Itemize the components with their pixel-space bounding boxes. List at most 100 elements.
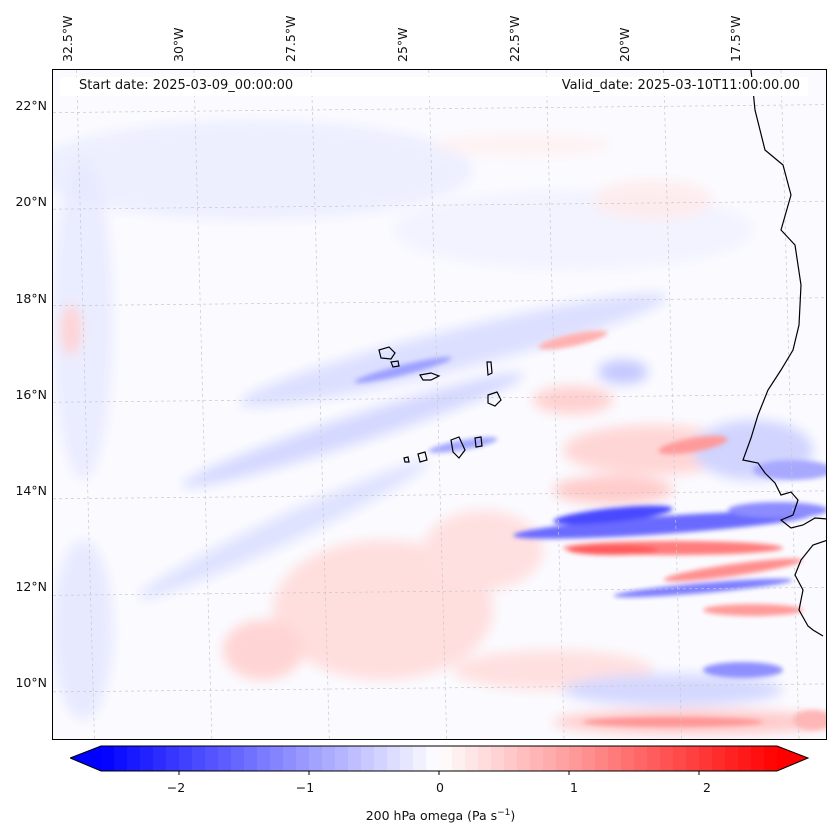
colorbar-cell <box>335 746 349 771</box>
colorbar-cell <box>374 746 388 771</box>
island-santiago <box>450 436 466 459</box>
colorbar-extend-max <box>777 746 808 771</box>
colorbar-cell <box>205 746 219 771</box>
lon-label-25w: 25°W <box>395 27 410 62</box>
colorbar-cell <box>361 746 375 771</box>
lat-label-18n: 18°N <box>15 291 47 306</box>
island-sal <box>486 361 493 376</box>
lon-label-32-5w: 32.5°W <box>60 15 75 62</box>
colorbar-cell <box>530 746 544 771</box>
header-band <box>60 77 808 96</box>
colorbar-cells <box>70 746 808 771</box>
gridlines <box>53 70 826 739</box>
colorbar-outline <box>70 745 810 772</box>
colorbar-cell <box>270 746 284 771</box>
colorbar-cell <box>179 746 193 771</box>
colorbar-cell <box>569 746 583 771</box>
island-sao-nicolau <box>419 372 441 381</box>
coastlines <box>378 70 826 637</box>
colorbar-cell <box>257 746 271 771</box>
colorbar-cell <box>127 746 141 771</box>
island-fogo <box>417 451 428 463</box>
island-maio <box>474 436 483 448</box>
colorbar-ticks <box>178 771 700 775</box>
omega-field-map <box>53 70 826 739</box>
colorbar-cell <box>153 746 167 771</box>
island-brava <box>403 456 410 463</box>
valid-date-label: Valid_date: 2025-03-10T11:00:00.00 <box>561 78 800 93</box>
colorbar-cell <box>439 746 453 771</box>
colorbar-cell <box>166 746 180 771</box>
colorbar-tick-0: 0 <box>436 780 444 795</box>
meridian-gridline <box>663 70 682 739</box>
colorbar-cell <box>556 746 570 771</box>
colorbar-cell <box>192 746 206 771</box>
colorbar-cell <box>634 746 648 771</box>
colorbar-tick-neg2: −2 <box>166 780 186 795</box>
colorbar-cell <box>387 746 401 771</box>
meridian-gridline <box>76 70 95 739</box>
colorbar-cell <box>348 746 362 771</box>
colorbar-cell <box>452 746 466 771</box>
colorbar-cell <box>322 746 336 771</box>
colorbar-title-close: ) <box>510 808 516 824</box>
colorbar-cell <box>478 746 492 771</box>
colorbar-extend-min <box>70 746 101 771</box>
meridian-gridline <box>545 70 565 739</box>
colorbar-tick-1: 1 <box>570 780 578 795</box>
meridian-gridline <box>193 70 213 739</box>
island-sao-vicente <box>390 360 400 368</box>
lat-label-14n: 14°N <box>15 483 47 498</box>
colorbar-cell <box>413 746 427 771</box>
colorbar-cell <box>517 746 531 771</box>
colorbar-cell <box>400 746 414 771</box>
colorbar-cell <box>296 746 310 771</box>
colorbar-cell <box>699 746 713 771</box>
colorbar-cell <box>218 746 232 771</box>
africa-coastline <box>742 70 826 529</box>
colorbar-cell <box>621 746 635 771</box>
meridian-gridline <box>428 70 448 739</box>
colorbar-title-text: 200 hPa omega (Pa s <box>365 808 498 824</box>
parallel-gridline <box>53 297 826 307</box>
colorbar-cell <box>673 746 687 771</box>
colorbar-cell <box>660 746 674 771</box>
colorbar-cell <box>504 746 518 771</box>
colorbar-cell <box>426 746 440 771</box>
omega-strong-features <box>354 330 826 730</box>
lon-label-22-5w: 22.5°W <box>507 15 522 62</box>
start-date-label: Start date: 2025-03-09_00:00:00 <box>79 78 294 93</box>
colorbar-cell <box>543 746 557 771</box>
colorbar-cell <box>764 746 778 771</box>
colorbar-cell <box>140 746 154 771</box>
meridian-gridline <box>780 70 800 739</box>
colorbar-cell <box>608 746 622 771</box>
colorbar-cell <box>751 746 765 771</box>
lon-label-27-5w: 27.5°W <box>283 15 298 62</box>
colorbar-tick-neg1: −1 <box>295 780 315 795</box>
lat-label-16n: 16°N <box>15 387 47 402</box>
colorbar-cell <box>595 746 609 771</box>
colorbar-cell <box>647 746 661 771</box>
lat-label-10n: 10°N <box>15 675 47 690</box>
lon-label-20w: 20°W <box>617 27 632 62</box>
colorbar-cell <box>686 746 700 771</box>
lon-label-30w: 30°W <box>171 27 186 62</box>
map-panel <box>52 69 827 740</box>
colorbar-tick-2: 2 <box>703 780 711 795</box>
colorbar-cell <box>114 746 128 771</box>
colorbar-cell <box>725 746 739 771</box>
colorbar-cell <box>101 746 115 771</box>
colorbar-cell <box>582 746 596 771</box>
colorbar-cell <box>712 746 726 771</box>
island-boa-vista <box>487 391 502 407</box>
colorbar-cell <box>309 746 323 771</box>
meridian-gridline <box>310 70 330 739</box>
island-santo-antao <box>378 346 396 360</box>
lat-label-22n: 22°N <box>15 98 47 113</box>
colorbar-cell <box>283 746 297 771</box>
africa-coastline-south <box>794 540 826 637</box>
lon-label-17-5w: 17.5°W <box>728 15 743 62</box>
lat-label-20n: 20°N <box>15 194 47 209</box>
colorbar-cell <box>491 746 505 771</box>
